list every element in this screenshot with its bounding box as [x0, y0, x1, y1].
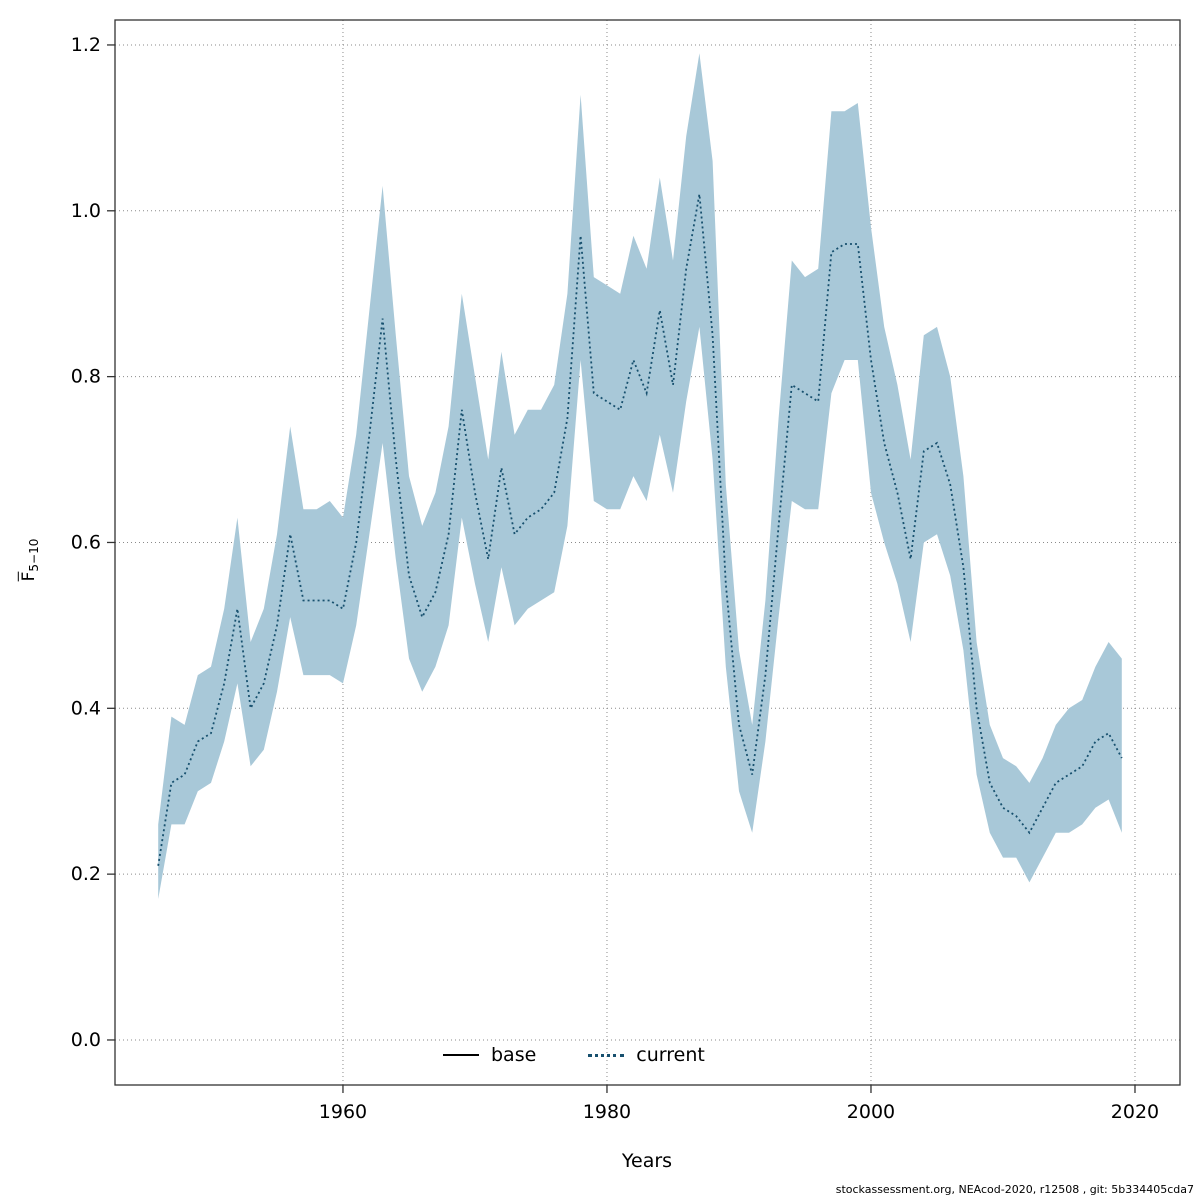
legend: base current	[443, 1044, 705, 1066]
y-tick-label: 1.0	[71, 200, 101, 222]
y-axis-label-symbol: F	[18, 571, 39, 582]
plot-border	[114, 19, 1181, 1086]
x-tick-label: 2000	[847, 1101, 895, 1123]
y-tick-label: 0.8	[71, 366, 101, 388]
footer-attribution: stockassessment.org, NEAcod-2020, r12508…	[835, 1183, 1194, 1196]
confidence-band	[158, 53, 1122, 900]
y-axis-label: F5−10	[19, 539, 41, 582]
y-tick-label: 1.2	[71, 34, 101, 56]
y-tick-label: 0.6	[71, 531, 101, 553]
y-tick-label: 0.2	[71, 863, 101, 885]
current-line	[157, 194, 1123, 866]
legend-label-current: current	[636, 1044, 705, 1066]
y-tick-label: 0.4	[71, 697, 101, 719]
x-tick-label: 1960	[319, 1101, 367, 1123]
y-axis-label-subscript: 5−10	[27, 538, 42, 572]
legend-item-base: base	[443, 1044, 536, 1066]
x-tick-label: 1980	[583, 1101, 631, 1123]
legend-label-base: base	[491, 1044, 537, 1066]
x-axis-label: Years	[621, 1150, 673, 1172]
y-tick-label: 0.0	[71, 1029, 101, 1051]
current-line-swatch	[588, 1053, 625, 1057]
base-line-swatch	[443, 1054, 479, 1056]
x-tick-label: 2020	[1111, 1101, 1159, 1123]
legend-item-current: current	[588, 1044, 705, 1066]
